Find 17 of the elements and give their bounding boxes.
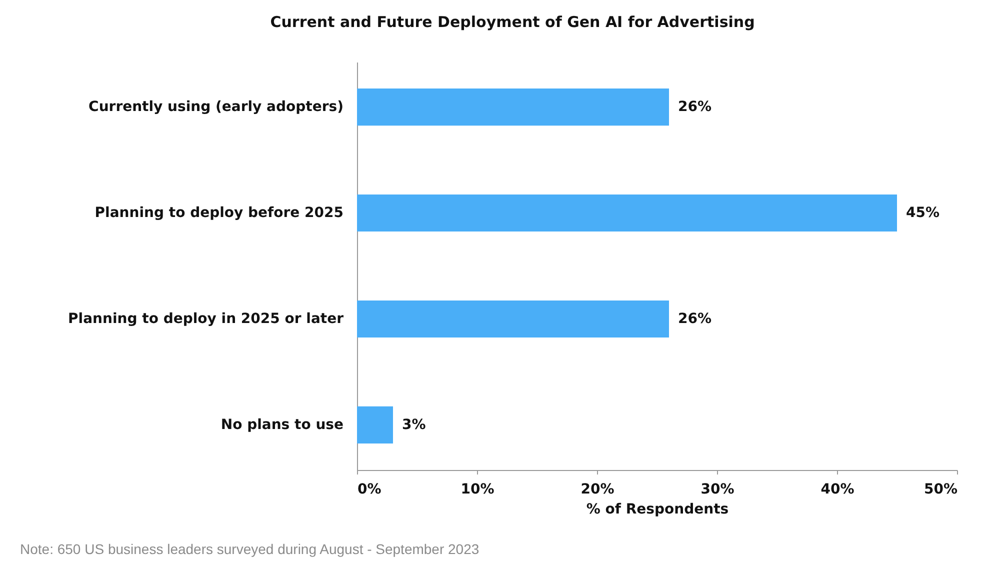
data-label: 26%: [678, 310, 712, 327]
x-tick-label: 20%: [580, 482, 614, 498]
x-tick-label: 30%: [700, 482, 734, 498]
x-tick-label: 10%: [460, 482, 494, 498]
data-label: 3%: [402, 416, 426, 433]
text: Note: 650 US business leaders surveyed during August - September 2023: [20, 541, 480, 557]
x-tick-label: 40%: [820, 482, 854, 498]
y-tick-label: Planning to deploy before 2025: [94, 205, 344, 222]
data-label: 45%: [906, 205, 940, 222]
x-tick-label: 0%: [358, 482, 382, 498]
y-tick-label: No plans to use: [220, 416, 344, 433]
y-tick-label: Currently using (early adopters): [88, 99, 344, 116]
x-tick-label: 50%: [924, 482, 958, 498]
y-tick-label: Planning to deploy in 2025 or later: [68, 310, 344, 327]
chart-title: Current and Future Deployment of Gen AI for Advertising: [270, 13, 755, 31]
data-label: 26%: [678, 99, 712, 116]
x-axis-title: % of Respondents: [586, 502, 729, 518]
